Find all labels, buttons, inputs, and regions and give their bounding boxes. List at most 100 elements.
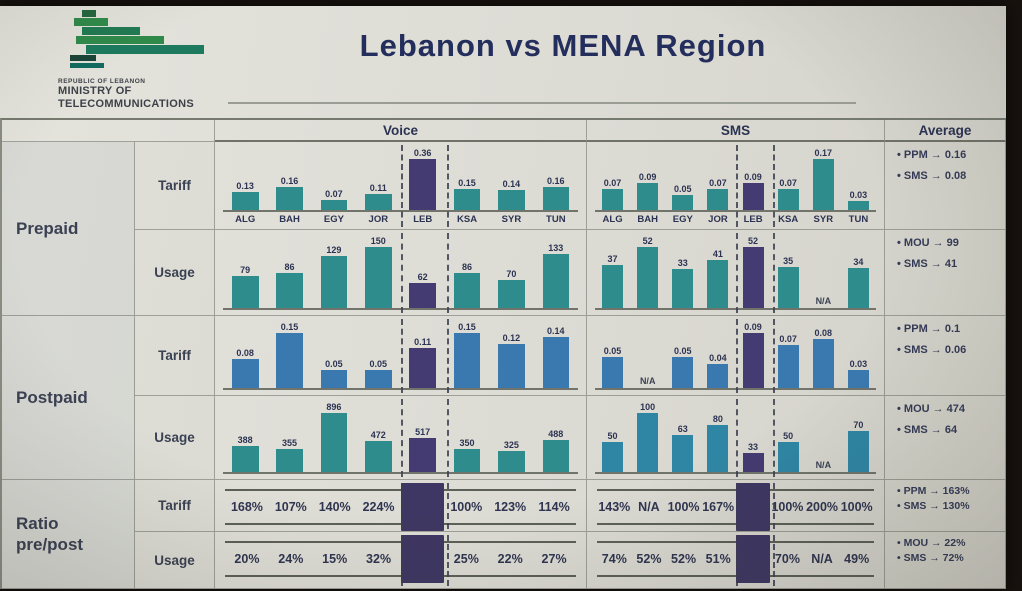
ratio-value: N/A (811, 552, 833, 566)
bar-value-label: 41 (712, 249, 723, 259)
bar-value-label: 0.16 (547, 176, 565, 186)
bar-slot: 0.16 (267, 144, 311, 210)
data-bar (409, 159, 436, 210)
bar-slot: 0.07 (595, 144, 630, 210)
data-bar (847, 268, 869, 308)
bar-slot: 0.15 (267, 318, 311, 388)
data-bar (453, 189, 481, 210)
ratio-value: 100% (450, 500, 483, 514)
average-ratio-usage: • MOU → 22% • SMS → 72% (885, 532, 1006, 589)
ratio-value: 123% (494, 500, 527, 514)
ratio-value: 24% (278, 552, 304, 566)
bar-slot: 0.09 (630, 144, 665, 210)
org-line-2: MINISTRY OF (58, 85, 132, 98)
ratio-tariff-voice-row: 168% 107% 140% 224% 100% 123% 114% (215, 480, 587, 532)
average-line: • SMS → 72% (897, 552, 964, 564)
bar-value-label: 0.15 (458, 178, 476, 188)
ratio-tariff-sms-row: 143% N/A 100% 167% 100% 200% 100% (587, 480, 885, 532)
row-label-ratio-usage: Usage (135, 532, 215, 589)
data-bar (453, 273, 481, 308)
data-bar (742, 247, 764, 308)
data-bar (542, 440, 570, 472)
data-bar (602, 189, 624, 210)
data-bar (777, 189, 799, 210)
country-label: EGY (323, 214, 344, 225)
bar-value-label: 80 (712, 414, 723, 424)
bar-value-label: 0.09 (744, 172, 762, 182)
data-bar (320, 413, 348, 472)
bar-slot: 79 (223, 232, 267, 308)
bar-slot: 0.07 (700, 144, 735, 210)
average-prepaid-tariff: • PPM → 0.16 • SMS → 0.08 (885, 142, 1006, 230)
bar-slot: 41 (700, 232, 735, 308)
org-line-1: REPUBLIC OF LEBANON (58, 78, 146, 85)
data-bar (498, 190, 525, 210)
lebanon-highlight-dashed-line (735, 535, 738, 586)
bar-value-label: 0.14 (547, 326, 565, 336)
bar-value-label: 62 (417, 272, 428, 282)
data-bar (707, 425, 729, 472)
average-line: • SMS → 130% (897, 500, 970, 512)
chart-prepaid-tariff-voice: 0.13 0.16 0.07 0.11 0.36 0.15 0.14 0.16 ALG BAH EG… (215, 142, 587, 230)
bar-value-label: 0.13 (236, 181, 254, 191)
bar-slot: 0.05 (312, 318, 356, 388)
average-line: • PPM → 163% (897, 485, 970, 497)
bar-slot: 100 (630, 398, 665, 472)
bar-slot: 896 (312, 398, 356, 472)
country-label: ALG (602, 214, 623, 225)
lebanon-highlight-dashed-line (772, 399, 775, 477)
ratio-value: 168% (230, 500, 263, 514)
lebanon-highlight-dashed-line (446, 483, 449, 529)
data-bar (602, 265, 624, 308)
bar-value-label: 133 (548, 243, 564, 253)
country-label: SYR (813, 214, 834, 225)
bar-value-label: 325 (503, 440, 519, 450)
data-bar (742, 453, 764, 472)
bar-plot: 388 355 896 472 517 350 325 488 (223, 398, 578, 474)
ratio-value: 20% (234, 552, 260, 566)
bar-slot: 0.36 (401, 144, 445, 210)
lebanon-highlight-box (400, 483, 445, 531)
bar-slot: 86 (445, 232, 489, 308)
bar-value-label: 0.04 (709, 353, 727, 363)
bar-value-label: 0.07 (325, 189, 343, 199)
ratio-value: 49% (844, 552, 870, 566)
ratio-value: 70% (774, 552, 800, 566)
bar-slot: 0.11 (401, 318, 445, 388)
data-bar (637, 247, 659, 308)
average-ratio-tariff: • PPM → 163% • SMS → 130% (885, 480, 1006, 532)
average-prepaid-usage: • MOU → 99 • SMS → 41 (885, 230, 1006, 316)
data-bar (231, 276, 259, 308)
bar-value-label: 0.07 (709, 178, 727, 188)
lebanon-highlight-dashed-line (735, 399, 738, 477)
country-labels-row: ALG BAH EGY JOR LEB KSA SYR TUN (223, 214, 578, 225)
bar-value-label: 0.05 (603, 346, 622, 356)
bar-value-label: 52 (642, 236, 653, 246)
bar-value-label: 355 (282, 438, 298, 448)
lebanon-highlight-dashed-line (400, 483, 403, 529)
data-bar (542, 187, 570, 210)
data-bar (365, 247, 392, 308)
bar-value-label: 33 (748, 442, 759, 452)
lebanon-highlight-dashed-line (400, 399, 403, 477)
ratio-value: 27% (541, 552, 567, 566)
lebanon-highlight-dashed-line (446, 399, 449, 477)
data-bar (542, 254, 570, 308)
ratio-value: 167% (702, 500, 735, 514)
bar-value-label: 86 (284, 262, 295, 272)
ratio-value: 74% (601, 552, 627, 566)
bar-slot: 0.13 (223, 144, 267, 210)
lebanon-highlight-dashed-line (400, 535, 403, 586)
average-postpaid-usage: • MOU → 474 • SMS → 64 (885, 396, 1006, 480)
bar-value-label: 0.12 (502, 333, 521, 343)
bar-slot: 70 (489, 232, 533, 308)
group-label-prepaid: Prepaid (2, 142, 135, 316)
bar-value-label: 0.15 (458, 322, 476, 332)
lebanon-highlight-dashed-line (772, 319, 775, 393)
data-bar (498, 451, 525, 472)
data-bar (320, 200, 348, 210)
ratio-strip: 168% 107% 140% 224% 100% 123% 114% (225, 483, 576, 531)
data-bar (231, 359, 259, 388)
lebanon-highlight-box (400, 535, 445, 583)
data-bar (320, 256, 348, 308)
